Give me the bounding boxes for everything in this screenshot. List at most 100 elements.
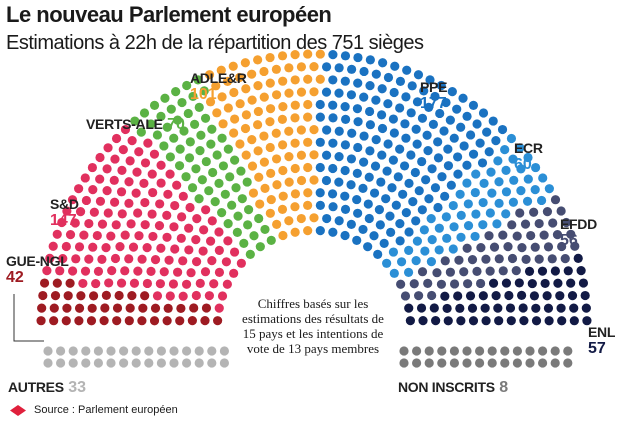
- seat-enl: [517, 290, 527, 300]
- seat-efdd: [445, 267, 455, 277]
- seat-sd: [58, 253, 68, 264]
- seat-ppe: [363, 242, 373, 252]
- seat-ppe: [334, 126, 344, 136]
- seat-ppe: [411, 124, 421, 134]
- seat-sd: [236, 258, 246, 268]
- seat-sd: [71, 254, 81, 264]
- seat-adler: [296, 150, 307, 160]
- seat-vertsale: [184, 153, 195, 163]
- seat-ecr: [448, 200, 458, 211]
- seat-ppe: [399, 161, 410, 171]
- seat-sd: [95, 152, 105, 163]
- seat-sd: [89, 207, 99, 217]
- seat-ppe: [412, 97, 423, 107]
- seat-sd: [67, 195, 78, 205]
- seat-enl: [543, 303, 554, 313]
- seat-ppe: [369, 231, 379, 241]
- label-enl-name: ENL: [588, 324, 616, 340]
- seat-sd: [61, 241, 71, 252]
- seat-adler: [296, 62, 307, 72]
- seat-ppe: [365, 81, 375, 91]
- seat-vertsale: [214, 178, 224, 188]
- seat-sd: [87, 162, 97, 173]
- seat-ecr: [479, 178, 489, 188]
- seat-ecr: [493, 156, 503, 166]
- seat-ppe: [340, 230, 350, 241]
- seat-efdd: [498, 266, 508, 276]
- seat-enl: [563, 266, 573, 276]
- seat-vertsale: [260, 224, 270, 235]
- seat-enl: [501, 278, 512, 288]
- seat-ppe: [321, 175, 332, 186]
- seat-adler: [228, 61, 238, 71]
- seat-ppe: [315, 200, 325, 210]
- seat-ppe: [440, 191, 450, 201]
- seat-ppe: [328, 227, 338, 237]
- seat-adler: [234, 72, 245, 83]
- seat-ppe: [346, 90, 357, 100]
- seat-ppe: [445, 115, 455, 125]
- seat-ppe: [322, 213, 332, 224]
- seat-efdd: [503, 242, 513, 252]
- seat-vertsale: [179, 126, 189, 136]
- seat-ppe: [353, 78, 363, 88]
- seat-sd: [199, 225, 209, 235]
- seat-adler: [235, 99, 245, 109]
- seat-vertsale: [146, 119, 156, 129]
- seat-ppe: [417, 205, 427, 215]
- seat-sd: [209, 279, 219, 289]
- seat-ppe: [401, 208, 411, 218]
- seat-adler: [296, 87, 307, 97]
- seat-guengl: [124, 316, 134, 326]
- seat-efdd: [557, 241, 567, 252]
- seat-sd: [62, 206, 72, 216]
- seat-noninscrits: [487, 358, 497, 368]
- seat-ecr: [388, 247, 399, 257]
- seat-ppe: [427, 164, 437, 174]
- seat-autres: [194, 358, 204, 368]
- seat-sd: [134, 231, 144, 241]
- seat-adler: [212, 108, 222, 118]
- seat-vertsale: [217, 208, 227, 218]
- seat-vertsale: [156, 111, 166, 121]
- seat-ecr: [463, 221, 474, 231]
- seat-adler: [253, 55, 263, 65]
- seat-autres: [81, 346, 91, 356]
- seat-ppe: [382, 166, 392, 176]
- seat-efdd: [423, 278, 433, 288]
- seat-efdd: [561, 217, 571, 228]
- seat-ppe: [353, 142, 363, 153]
- seat-adler: [290, 227, 300, 237]
- label-gue: GUE-NGL 42: [6, 253, 69, 287]
- seat-vertsale: [174, 161, 185, 171]
- seat-sd: [150, 255, 161, 265]
- seat-vertsale: [182, 80, 192, 91]
- seat-guengl: [112, 316, 122, 326]
- seat-ppe: [391, 200, 401, 210]
- seat-adler: [309, 213, 319, 223]
- seat-efdd: [463, 279, 473, 289]
- seat-vertsale: [232, 227, 242, 237]
- seat-efdd: [485, 266, 495, 276]
- seat-adler: [247, 161, 258, 171]
- seat-sd: [120, 230, 130, 240]
- label-efdd-count: 56: [560, 232, 578, 250]
- seat-sd: [155, 199, 165, 209]
- seat-sd: [181, 279, 192, 289]
- seat-vertsale: [236, 166, 246, 176]
- seat-vertsale: [162, 122, 172, 132]
- chart-title: Le nouveau Parlement européen: [6, 2, 332, 27]
- seat-adler: [290, 75, 300, 85]
- seat-efdd: [526, 230, 536, 241]
- label-autres-name: AUTRES: [8, 379, 64, 395]
- seat-sd: [103, 208, 113, 218]
- seat-ecr: [426, 257, 437, 267]
- seat-sd: [207, 256, 217, 266]
- seat-adler: [290, 50, 300, 60]
- seat-ecr: [448, 244, 458, 254]
- seat-sd: [95, 196, 106, 206]
- seat-ppe: [328, 75, 338, 85]
- seat-adler: [259, 131, 269, 141]
- seat-ppe: [371, 135, 381, 145]
- seat-vertsale: [231, 183, 241, 193]
